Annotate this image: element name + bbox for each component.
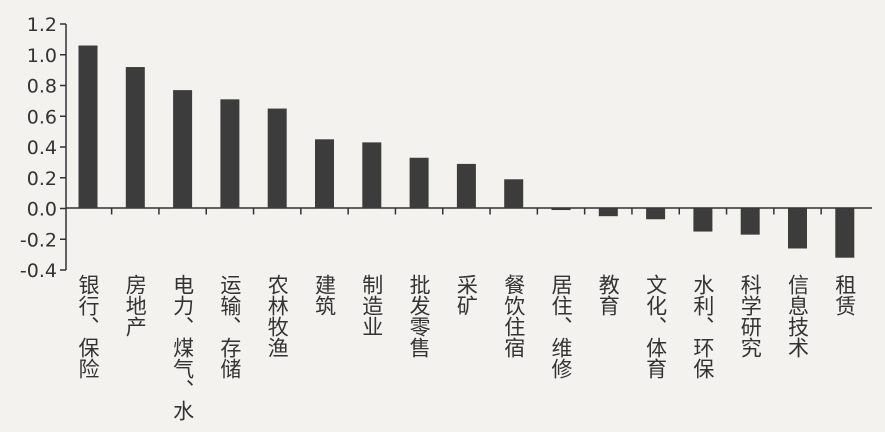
category-label: 文化、体育 bbox=[644, 274, 668, 379]
y-tick-label: 0.6 bbox=[27, 106, 57, 128]
bar bbox=[504, 179, 524, 209]
category-label: 批发零售 bbox=[407, 274, 431, 358]
bar bbox=[835, 208, 855, 258]
y-tick-label: 1.2 bbox=[27, 14, 57, 36]
bar bbox=[456, 163, 476, 209]
category-label: 租赁 bbox=[833, 274, 857, 316]
bar bbox=[173, 90, 193, 209]
category-label: 科学研究 bbox=[738, 274, 762, 358]
bar bbox=[598, 208, 618, 217]
category-label: 电力、煤气、水 bbox=[171, 274, 195, 421]
bar bbox=[78, 45, 98, 209]
category-label: 信息技术 bbox=[786, 274, 810, 358]
bar bbox=[125, 67, 145, 209]
category-label: 运输、存储 bbox=[218, 274, 242, 379]
y-tick-label: -0.2 bbox=[20, 229, 57, 251]
category-label: 水利、环保 bbox=[691, 274, 715, 379]
bar bbox=[551, 208, 571, 211]
y-tick-label: 0.2 bbox=[27, 168, 57, 190]
y-tick-label: 1.0 bbox=[27, 45, 57, 67]
category-label: 房地产 bbox=[123, 274, 147, 337]
bar-series bbox=[78, 45, 855, 258]
category-label: 建筑 bbox=[313, 274, 337, 316]
category-label: 制造业 bbox=[360, 274, 384, 337]
category-label: 餐饮住宿 bbox=[502, 274, 526, 358]
bar bbox=[315, 139, 334, 209]
bar bbox=[788, 208, 807, 249]
bar bbox=[740, 208, 760, 235]
y-tick-label: 0.8 bbox=[27, 76, 57, 98]
category-label: 银行、保险 bbox=[76, 274, 100, 379]
bar bbox=[646, 208, 666, 220]
bar bbox=[220, 99, 240, 209]
category-label: 农林牧渔 bbox=[265, 274, 289, 358]
bar bbox=[409, 157, 429, 209]
category-label: 教育 bbox=[596, 274, 620, 316]
category-label: 采矿 bbox=[454, 274, 478, 316]
y-tick-label: 0.0 bbox=[27, 199, 57, 221]
category-label: 居住、维修 bbox=[549, 274, 573, 379]
bar bbox=[267, 108, 287, 209]
y-tick-label: 0.4 bbox=[27, 137, 57, 159]
bar bbox=[362, 142, 382, 209]
y-tick-label: -0.4 bbox=[20, 260, 57, 282]
y-axis-ticks: 1.2 1.0 0.8 0.6 0.4 0.2 0.0 -0.2 -0.4 bbox=[20, 14, 66, 282]
bar bbox=[693, 208, 713, 232]
x-axis-labels: 银行、保险 房地产 电力、煤气、水 运输、存储 农林牧渔 建筑 制造业 批发零售 采矿 餐饮住宿居… bbox=[76, 274, 857, 421]
